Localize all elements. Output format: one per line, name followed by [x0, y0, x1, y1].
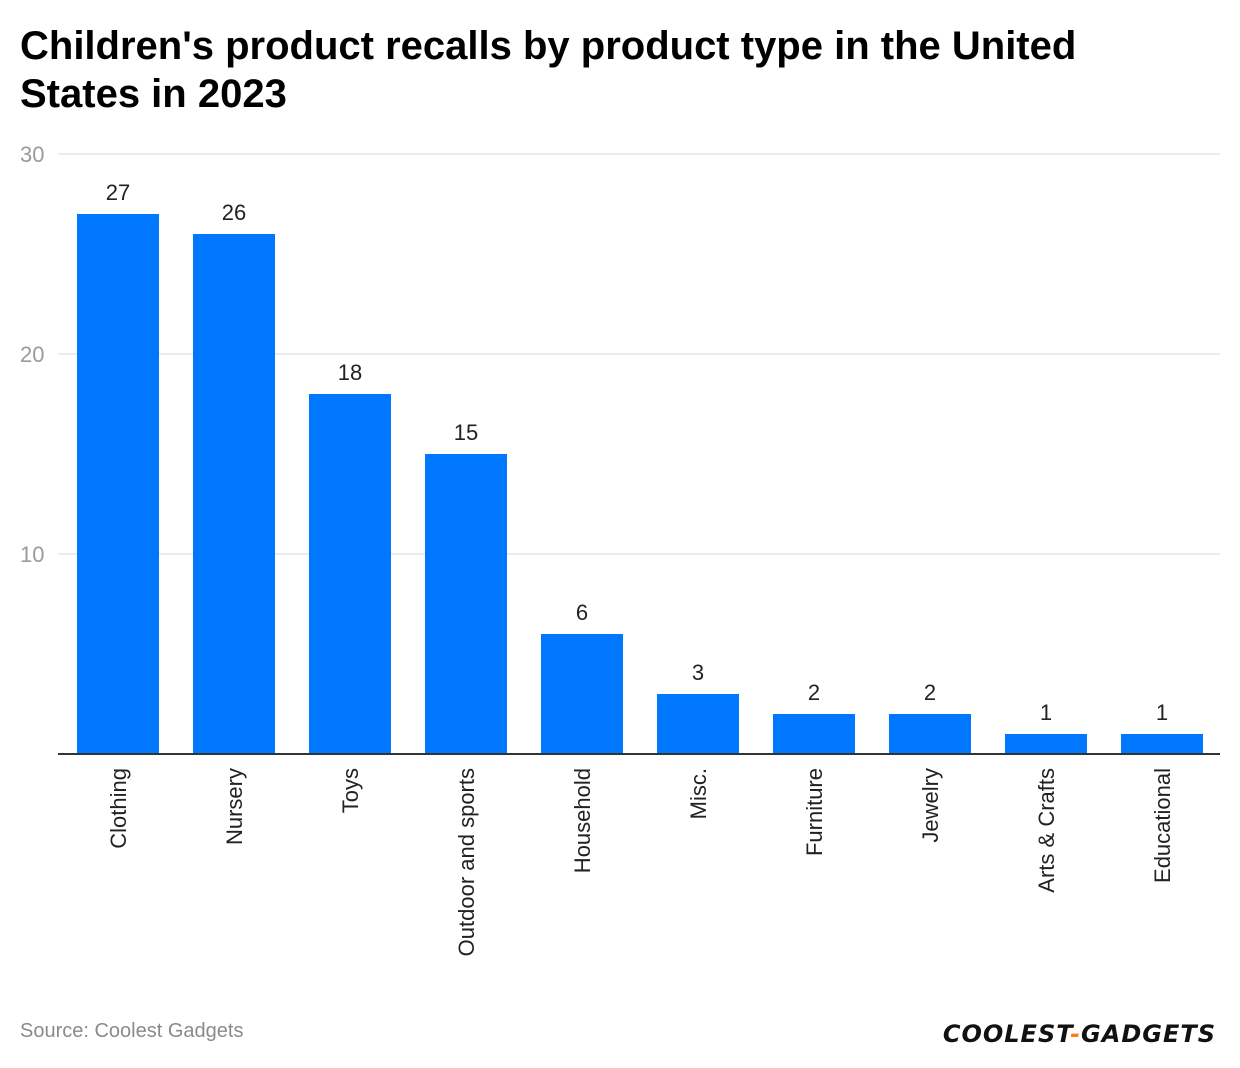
bar-3: [425, 454, 507, 754]
source-note: Source: Coolest Gadgets: [20, 1020, 244, 1042]
logo-left-text: COOLEST: [942, 1020, 1071, 1048]
bar-0: [77, 214, 159, 754]
bar-1: [193, 234, 275, 754]
bar-6: [773, 714, 855, 754]
data-label-2: 18: [338, 360, 362, 385]
data-label-3: 15: [454, 420, 478, 445]
data-labels: 27 26 18 15 6 3 2 2 1 1: [106, 180, 1168, 725]
category-label-7: Jewelry: [918, 768, 943, 843]
bars: [77, 214, 1203, 754]
bar-8: [1005, 734, 1087, 754]
data-label-4: 6: [576, 600, 588, 625]
category-label-5: Misc.: [686, 768, 711, 819]
bar-9: [1121, 734, 1203, 754]
data-label-0: 27: [106, 180, 130, 205]
data-label-6: 2: [808, 680, 820, 705]
bar-2: [309, 394, 391, 754]
category-label-4: Household: [570, 768, 595, 873]
chart-title: Children's product recalls by product ty…: [20, 24, 1077, 116]
category-label-9: Educational: [1150, 768, 1175, 883]
brand-logo: COOLEST-GADGETS: [943, 1020, 1216, 1048]
y-tick-label-20: 20: [20, 342, 44, 367]
data-label-9: 1: [1156, 700, 1168, 725]
bar-7: [889, 714, 971, 754]
logo-dash: -: [1070, 1020, 1082, 1048]
category-label-2: Toys: [338, 768, 363, 813]
data-label-5: 3: [692, 660, 704, 685]
category-label-8: Arts & Crafts: [1034, 768, 1059, 893]
bar-4: [541, 634, 623, 754]
data-label-1: 26: [222, 200, 246, 225]
x-axis: Clothing Nursery Toys Outdoor and sports Hou…: [58, 753, 1220, 956]
category-label-6: Furniture: [802, 768, 827, 856]
y-tick-label-10: 10: [20, 542, 44, 567]
category-label-3: Outdoor and sports: [454, 768, 479, 956]
bar-chart: 10 20 30 27 26 18 15 6 3 2 2 1 1 Clothing Nursery Toy…: [20, 142, 1220, 956]
data-label-7: 2: [924, 680, 936, 705]
category-label-0: Clothing: [106, 768, 131, 849]
category-label-1: Nursery: [222, 768, 247, 845]
logo-right-text: GADGETS: [1081, 1020, 1216, 1048]
bar-5: [657, 694, 739, 754]
y-tick-label-30: 30: [20, 142, 44, 167]
data-label-8: 1: [1040, 700, 1052, 725]
